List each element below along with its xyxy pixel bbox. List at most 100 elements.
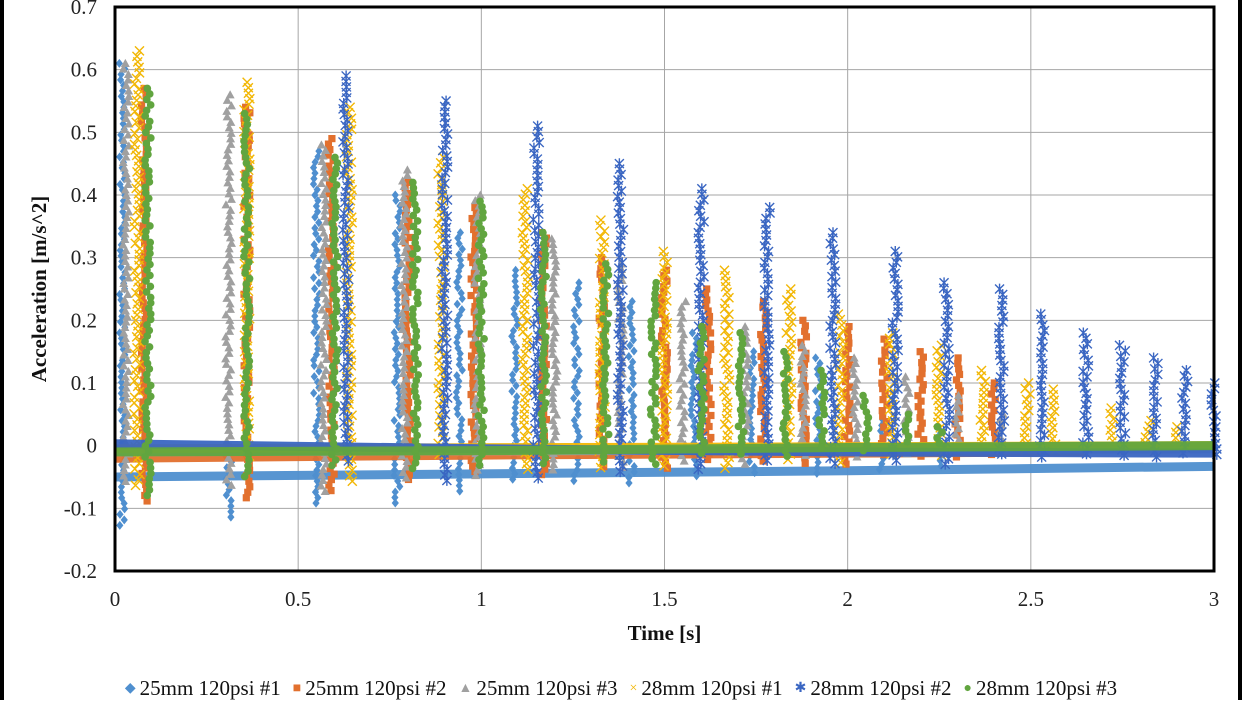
- data-point: [538, 355, 546, 363]
- data-point: [882, 418, 890, 426]
- data-point: [1115, 406, 1126, 417]
- data-point: [850, 430, 860, 439]
- data-point: [120, 333, 130, 342]
- data-point: [891, 455, 902, 466]
- data-point: [475, 190, 485, 199]
- data-point: [571, 360, 579, 370]
- data-point: [123, 273, 133, 282]
- data-point: [797, 338, 805, 346]
- data-point: [991, 395, 999, 404]
- data-point: [571, 421, 580, 431]
- data-point: [343, 301, 354, 313]
- data-point: [339, 197, 350, 208]
- data-point: [842, 460, 850, 468]
- data-point: [658, 387, 666, 395]
- data-point: [312, 229, 320, 239]
- data-point: [398, 401, 408, 411]
- data-point: [311, 471, 320, 481]
- data-point: [134, 282, 145, 293]
- data-point: [953, 407, 963, 416]
- data-point: [479, 252, 488, 261]
- data-point: [221, 337, 231, 346]
- data-point: [131, 287, 142, 298]
- data-point: [133, 260, 144, 271]
- data-point: [329, 258, 338, 266]
- data-point: [312, 498, 320, 508]
- data-point: [142, 227, 150, 236]
- data-point: [412, 327, 421, 335]
- data-point: [599, 276, 608, 285]
- data-point: [408, 250, 417, 258]
- data-point: [144, 447, 153, 456]
- data-point: [146, 315, 155, 324]
- spike-cluster: [436, 95, 453, 486]
- data-point: [119, 163, 129, 172]
- data-point: [222, 106, 232, 115]
- data-point: [676, 346, 686, 355]
- data-point: [226, 117, 236, 126]
- data-point: [392, 355, 400, 365]
- data-point: [940, 348, 951, 360]
- data-point: [604, 309, 613, 318]
- data-point: [222, 403, 232, 412]
- data-point: [123, 69, 133, 78]
- data-point: [400, 330, 410, 339]
- data-point: [221, 200, 231, 209]
- data-point: [315, 267, 323, 277]
- data-point: [146, 310, 155, 318]
- spike-cluster: [779, 347, 792, 460]
- data-point: [397, 341, 407, 350]
- data-point: [549, 404, 559, 413]
- data-point: [511, 271, 519, 281]
- data-point: [120, 460, 130, 469]
- data-point: [469, 341, 477, 349]
- data-point: [879, 434, 887, 442]
- data-point: [145, 178, 154, 186]
- data-point: [456, 349, 464, 359]
- spike-cluster: [309, 146, 324, 508]
- data-point: [661, 376, 669, 384]
- data-point: [240, 412, 248, 420]
- data-point: [241, 269, 249, 277]
- data-point: [347, 476, 358, 487]
- data-point: [757, 407, 765, 416]
- data-point: [405, 360, 414, 368]
- data-point: [859, 446, 868, 455]
- spike-cluster: [656, 246, 673, 471]
- data-point: [129, 348, 140, 359]
- data-point: [475, 461, 484, 470]
- data-point: [222, 490, 230, 500]
- data-point: [142, 370, 151, 379]
- data-point: [919, 381, 927, 389]
- data-point: [406, 233, 414, 242]
- data-point: [141, 337, 149, 346]
- data-point: [330, 225, 338, 233]
- data-point: [316, 178, 326, 187]
- data-point: [512, 342, 521, 352]
- data-point: [1105, 408, 1116, 419]
- data-point: [318, 409, 328, 418]
- data-point: [455, 250, 463, 260]
- data-point: [320, 206, 330, 215]
- data-point: [678, 357, 688, 366]
- data-point: [1049, 406, 1060, 417]
- data-point: [784, 375, 792, 383]
- spike-cluster: [129, 45, 145, 491]
- data-point: [453, 316, 461, 326]
- data-point: [138, 343, 146, 351]
- data-point: [647, 317, 655, 326]
- data-point: [550, 327, 560, 336]
- data-point: [391, 487, 399, 497]
- data-point: [138, 288, 147, 296]
- data-point: [240, 137, 248, 145]
- data-point: [1036, 451, 1047, 463]
- legend-marker-icon: ✱: [794, 681, 807, 696]
- data-point: [326, 184, 334, 192]
- data-point: [398, 176, 408, 185]
- data-point: [402, 456, 412, 466]
- data-point: [146, 282, 155, 291]
- data-point: [696, 432, 704, 441]
- data-point: [477, 351, 486, 360]
- data-point: [123, 196, 133, 205]
- data-point: [467, 363, 476, 371]
